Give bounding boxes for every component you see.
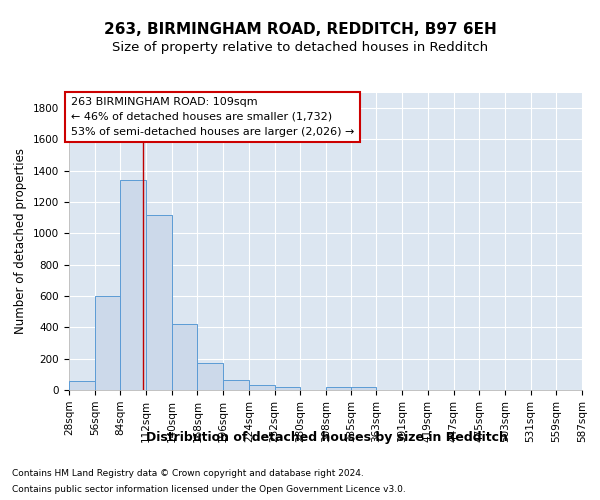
Bar xyxy=(326,387,352,390)
Bar xyxy=(172,324,197,390)
Y-axis label: Number of detached properties: Number of detached properties xyxy=(14,148,28,334)
Bar xyxy=(351,387,376,390)
Text: Distribution of detached houses by size in Redditch: Distribution of detached houses by size … xyxy=(146,431,508,444)
Text: Size of property relative to detached houses in Redditch: Size of property relative to detached ho… xyxy=(112,41,488,54)
Bar xyxy=(275,387,300,390)
Bar xyxy=(249,384,275,390)
Text: Contains HM Land Registry data © Crown copyright and database right 2024.: Contains HM Land Registry data © Crown c… xyxy=(12,470,364,478)
Text: Contains public sector information licensed under the Open Government Licence v3: Contains public sector information licen… xyxy=(12,484,406,494)
Bar xyxy=(223,380,249,390)
Bar xyxy=(69,380,95,390)
Text: 263, BIRMINGHAM ROAD, REDDITCH, B97 6EH: 263, BIRMINGHAM ROAD, REDDITCH, B97 6EH xyxy=(104,22,496,38)
Bar xyxy=(197,364,223,390)
Bar xyxy=(146,214,172,390)
Bar xyxy=(95,296,121,390)
Bar xyxy=(121,180,146,390)
Text: 263 BIRMINGHAM ROAD: 109sqm
← 46% of detached houses are smaller (1,732)
53% of : 263 BIRMINGHAM ROAD: 109sqm ← 46% of det… xyxy=(71,97,354,137)
